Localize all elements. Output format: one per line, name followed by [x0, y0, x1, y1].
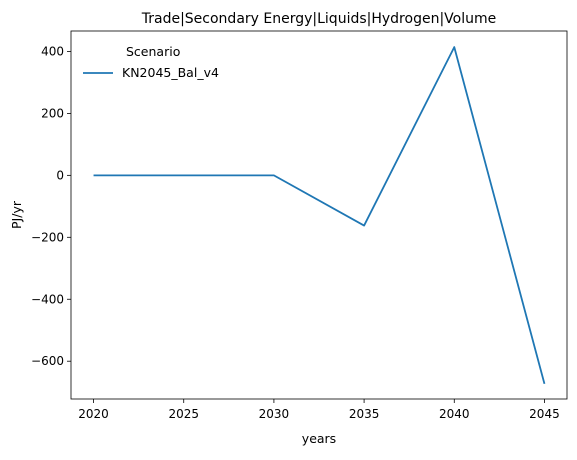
y-tick-label: 400 — [41, 44, 64, 58]
y-tick-label: −400 — [31, 292, 64, 306]
series-layer — [94, 47, 545, 384]
y-tick-label: −600 — [31, 354, 64, 368]
legend-title: Scenario — [126, 44, 180, 59]
y-tick-label: −200 — [31, 230, 64, 244]
x-tick-label: 2020 — [78, 407, 109, 421]
x-tick-label: 2030 — [259, 407, 290, 421]
legend: Scenario KN2045_Bal_v4 — [83, 44, 219, 80]
x-tick-label: 2040 — [439, 407, 470, 421]
series-line-0 — [94, 47, 545, 384]
legend-label-series-0: KN2045_Bal_v4 — [122, 65, 219, 80]
plot-area — [71, 31, 567, 399]
y-axis-label: PJ/yr — [9, 200, 24, 229]
chart-title: Trade|Secondary Energy|Liquids|Hydrogen|… — [141, 11, 496, 27]
x-tick-label: 2045 — [529, 407, 560, 421]
x-tick-label: 2025 — [168, 407, 199, 421]
y-tick-label: 200 — [41, 106, 64, 120]
x-tick-label: 2035 — [349, 407, 380, 421]
y-tick-label: 0 — [56, 168, 64, 182]
x-axis-label: years — [302, 431, 336, 446]
x-axis-ticks: 2020 2025 2030 2035 2040 2045 — [78, 399, 559, 421]
y-axis-ticks: 400 200 0 −200 −400 −600 — [31, 44, 71, 368]
